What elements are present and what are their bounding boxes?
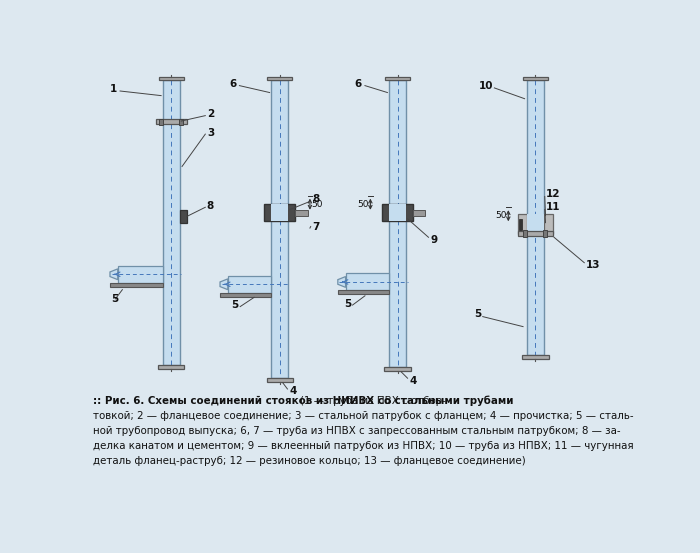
Bar <box>527 80 544 355</box>
Text: товкой; 2 — фланцевое соединение; 3 — стальной патрубок с фланцем; 4 — прочистка: товкой; 2 — фланцевое соединение; 3 — ст… <box>93 411 634 421</box>
Text: 9: 9 <box>430 234 438 244</box>
Bar <box>382 204 413 221</box>
Polygon shape <box>338 276 346 288</box>
Bar <box>158 365 184 369</box>
Text: 4: 4 <box>409 375 416 385</box>
Bar <box>346 274 389 290</box>
Bar <box>523 77 548 80</box>
Bar <box>543 231 547 237</box>
Bar <box>384 367 411 371</box>
Bar <box>118 266 162 283</box>
Text: 3: 3 <box>207 128 214 138</box>
Text: 12: 12 <box>546 189 561 199</box>
Text: 2: 2 <box>207 109 214 119</box>
Polygon shape <box>220 279 228 290</box>
Bar <box>517 214 527 234</box>
Text: 7: 7 <box>312 222 320 232</box>
Bar <box>159 77 183 80</box>
Bar <box>519 219 522 229</box>
Bar <box>523 231 527 237</box>
Text: 8: 8 <box>312 194 319 204</box>
Text: 1: 1 <box>110 85 117 95</box>
Text: 50: 50 <box>312 200 323 208</box>
Text: (1 — труба из ПВХ с отбор-: (1 — труба из ПВХ с отбор- <box>300 396 446 406</box>
Bar <box>544 214 553 234</box>
Bar <box>264 204 295 221</box>
Bar <box>162 80 180 365</box>
Bar <box>389 80 406 367</box>
Text: 8: 8 <box>207 201 214 211</box>
Text: деталь фланец-раструб; 12 — резиновое кольцо; 13 — фланцевое соединение): деталь фланец-раструб; 12 — резиновое ко… <box>93 456 526 466</box>
Text: :: Рис. 6. Схемы соединений стояков из НИИВХ со стальными трубами: :: Рис. 6. Схемы соединений стояков из Н… <box>93 396 517 406</box>
Bar <box>159 119 162 125</box>
Bar <box>295 210 307 216</box>
Bar <box>179 119 183 125</box>
Text: ной трубопровод выпуска; 6, 7 — труба из НПВХ с запрессованным стальным патрубко: ной трубопровод выпуска; 6, 7 — труба из… <box>93 426 620 436</box>
Bar <box>527 214 544 234</box>
Text: 4: 4 <box>289 387 296 397</box>
Text: 5: 5 <box>474 309 481 319</box>
Bar <box>228 276 271 293</box>
Bar <box>180 210 187 223</box>
Text: 5: 5 <box>111 294 118 304</box>
Bar <box>389 204 406 221</box>
Bar <box>220 293 271 296</box>
Text: 5: 5 <box>232 300 239 310</box>
Text: делка канатом и цементом; 9 — вклеенный патрубок из НПВХ; 10 — труба из НПВХ; 11: делка канатом и цементом; 9 — вклеенный … <box>93 441 634 451</box>
Polygon shape <box>110 269 118 280</box>
Bar <box>110 283 162 286</box>
Bar <box>271 204 288 221</box>
Bar <box>338 290 389 294</box>
Bar <box>522 355 549 359</box>
Bar <box>385 77 410 80</box>
Text: 13: 13 <box>586 260 601 270</box>
Bar <box>267 378 293 382</box>
Text: 10: 10 <box>478 81 493 91</box>
Text: 5: 5 <box>344 299 351 309</box>
Text: 11: 11 <box>546 202 561 212</box>
Bar <box>271 80 288 378</box>
Text: 6: 6 <box>355 79 362 89</box>
Text: 50: 50 <box>496 211 507 220</box>
Text: 50: 50 <box>357 200 369 208</box>
Bar <box>155 119 187 124</box>
Text: 6: 6 <box>229 79 237 89</box>
Bar <box>413 210 426 216</box>
Bar <box>517 231 553 236</box>
Bar <box>267 77 292 80</box>
